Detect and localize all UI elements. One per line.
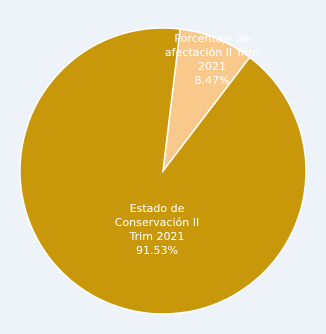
pie-slice-2 (19, 27, 307, 315)
slice-label-2-line-2: Conservación II (115, 216, 199, 229)
slice-label-1: Porcentaje de afectación II Trim 2021 8.47% (165, 32, 259, 87)
slice-label-1-line-2: afectación II Trim (165, 46, 259, 59)
pie-slices (19, 27, 307, 315)
slice-label-2: Estado de Conservación II Trim 2021 91.53% (115, 202, 199, 257)
slice-label-1-line-4: 8.47% (195, 74, 230, 87)
slice-label-2-line-1: Estado de (130, 202, 185, 215)
pie-labels: Porcentaje de afectación II Trim 2021 8.47%… (115, 32, 259, 257)
slice-label-2-line-4: 91.53% (136, 244, 178, 257)
slice-label-1-line-1: Porcentaje de (174, 32, 249, 45)
slice-label-1-line-3: 2021 (198, 60, 226, 73)
slice-label-2-line-3: Trim 2021 (129, 230, 185, 243)
